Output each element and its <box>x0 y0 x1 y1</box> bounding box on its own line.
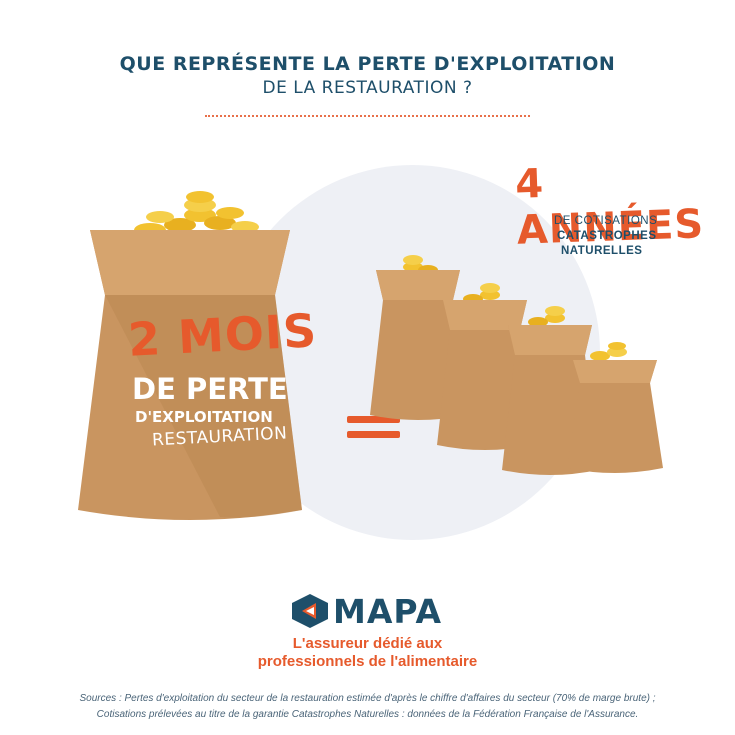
small-money-bag-icon <box>567 342 663 473</box>
page-subtitle: DE LA RESTAURATION ? <box>262 78 473 98</box>
brand-name: MAPA <box>333 592 443 631</box>
brand-tagline: L'assureur dédié aux <box>292 635 443 652</box>
big-money-bag-icon <box>78 191 302 520</box>
brand-tagline-2: professionnels de l'alimentaire <box>257 653 478 670</box>
dotted-divider <box>205 115 530 117</box>
sources-note-2: Cotisations prélevées au titre de la gar… <box>96 709 639 720</box>
perte-label: DE PERTE <box>132 372 288 406</box>
exploitation-label: D'EXPLOITATION <box>135 408 273 426</box>
equals-icon <box>347 416 400 446</box>
cotisations-label: DE COTISATIONS <box>554 215 658 227</box>
page-title: QUE REPRÉSENTE LA PERTE D'EXPLOITATION <box>119 53 616 75</box>
catastrophes-label: CATASTROPHES <box>557 230 657 242</box>
sources-note: Sources : Pertes d'exploitation du secte… <box>79 693 656 704</box>
months-label: 2 MOIS <box>126 303 319 367</box>
naturelles-label: NATURELLES <box>561 245 643 257</box>
small-money-bag-icon <box>370 255 466 420</box>
mapa-logo-icon <box>292 594 328 628</box>
